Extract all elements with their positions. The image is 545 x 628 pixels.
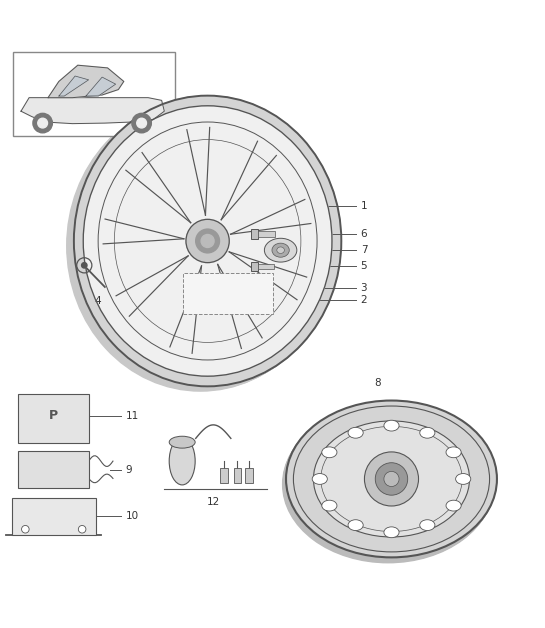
Circle shape xyxy=(132,113,152,133)
Polygon shape xyxy=(86,77,116,96)
Ellipse shape xyxy=(169,437,195,485)
Ellipse shape xyxy=(283,406,494,563)
Text: 12: 12 xyxy=(207,497,220,507)
Circle shape xyxy=(137,118,147,128)
Ellipse shape xyxy=(420,428,435,438)
Ellipse shape xyxy=(66,100,334,391)
Bar xyxy=(19,452,89,488)
Bar xyxy=(248,284,255,292)
Ellipse shape xyxy=(284,404,495,561)
Text: 10: 10 xyxy=(125,511,138,521)
Circle shape xyxy=(186,219,229,263)
Ellipse shape xyxy=(264,238,297,262)
Ellipse shape xyxy=(348,428,363,438)
Ellipse shape xyxy=(312,474,328,484)
Ellipse shape xyxy=(284,403,495,560)
Ellipse shape xyxy=(286,401,497,558)
Text: P: P xyxy=(49,409,58,423)
Circle shape xyxy=(38,118,47,128)
Polygon shape xyxy=(21,98,165,124)
Ellipse shape xyxy=(272,243,289,257)
Text: 5: 5 xyxy=(361,261,367,271)
Text: 9: 9 xyxy=(125,465,132,475)
Ellipse shape xyxy=(420,520,435,531)
Circle shape xyxy=(196,229,220,253)
Ellipse shape xyxy=(446,501,461,511)
Bar xyxy=(220,468,228,483)
Ellipse shape xyxy=(456,474,471,484)
Text: 2: 2 xyxy=(361,296,367,305)
Bar xyxy=(12,498,95,534)
Circle shape xyxy=(22,526,29,533)
Ellipse shape xyxy=(72,97,340,387)
Ellipse shape xyxy=(446,447,461,458)
Bar xyxy=(246,297,251,304)
Ellipse shape xyxy=(71,97,339,388)
Ellipse shape xyxy=(277,247,284,254)
Circle shape xyxy=(33,113,52,133)
Ellipse shape xyxy=(69,99,336,389)
Text: 1: 1 xyxy=(361,201,367,211)
Bar xyxy=(245,468,253,483)
Ellipse shape xyxy=(384,527,399,538)
Bar xyxy=(251,229,258,239)
Text: 4: 4 xyxy=(94,296,101,306)
Ellipse shape xyxy=(68,100,335,391)
Ellipse shape xyxy=(313,421,470,537)
Circle shape xyxy=(365,452,419,506)
Bar xyxy=(258,264,274,269)
Ellipse shape xyxy=(283,405,494,561)
Ellipse shape xyxy=(348,520,363,531)
Polygon shape xyxy=(59,76,89,96)
Text: 6: 6 xyxy=(361,229,367,239)
Bar xyxy=(19,394,89,443)
Circle shape xyxy=(78,526,86,533)
Ellipse shape xyxy=(70,98,338,389)
Circle shape xyxy=(201,234,214,247)
Circle shape xyxy=(376,463,408,495)
Ellipse shape xyxy=(322,501,337,511)
Bar xyxy=(183,273,272,314)
Bar xyxy=(13,51,175,136)
Bar xyxy=(258,231,275,237)
Text: 7: 7 xyxy=(361,245,367,255)
Ellipse shape xyxy=(83,106,332,376)
Text: 3: 3 xyxy=(361,283,367,293)
Ellipse shape xyxy=(286,401,496,558)
Ellipse shape xyxy=(322,447,337,458)
Text: 8: 8 xyxy=(374,377,381,387)
Circle shape xyxy=(384,472,399,487)
Bar xyxy=(234,468,241,483)
Ellipse shape xyxy=(384,420,399,431)
Text: 11: 11 xyxy=(125,411,138,421)
Ellipse shape xyxy=(74,95,341,386)
Ellipse shape xyxy=(169,436,195,448)
Polygon shape xyxy=(48,65,124,98)
Bar xyxy=(251,261,258,271)
Circle shape xyxy=(82,263,87,268)
